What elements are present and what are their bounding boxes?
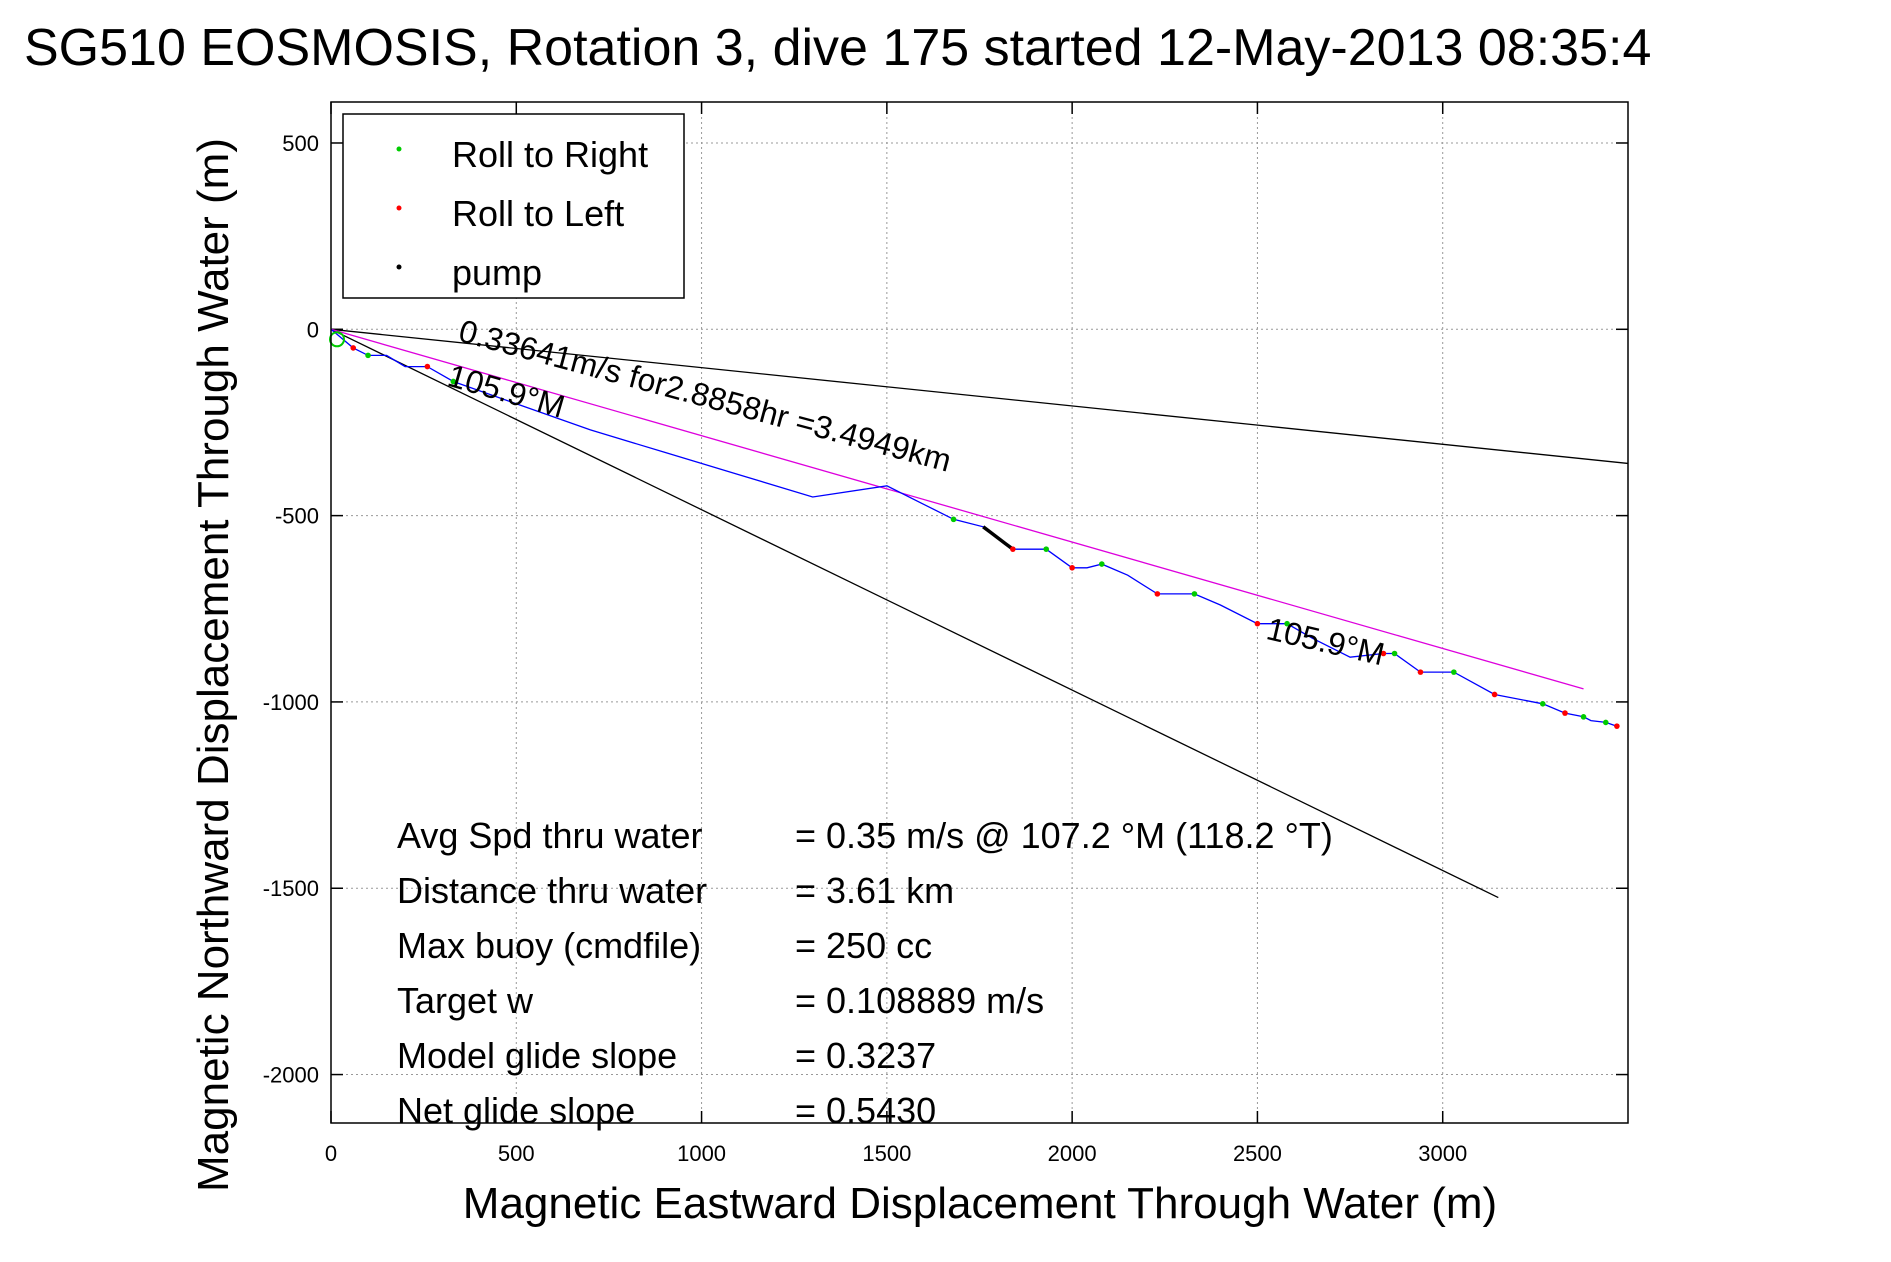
y-tick-label: -500 bbox=[275, 504, 319, 529]
roll-left-point bbox=[1417, 669, 1424, 675]
stats-label: Target w bbox=[397, 980, 534, 1021]
roll-left-point bbox=[1614, 723, 1620, 729]
marker-layer bbox=[350, 345, 1620, 729]
roll-right-point bbox=[1098, 561, 1105, 567]
roll-left-point bbox=[1154, 591, 1161, 597]
roll-left-point bbox=[424, 363, 431, 370]
x-tick-label: 3000 bbox=[1418, 1141, 1467, 1166]
roll-right-point bbox=[1391, 650, 1398, 657]
roll-left-point bbox=[1069, 564, 1075, 571]
stats-label: Max buoy (cmdfile) bbox=[397, 925, 701, 966]
y-tick-label: -1500 bbox=[263, 876, 319, 901]
roll-left-point bbox=[1010, 546, 1016, 552]
stats-label: Net glide slope bbox=[397, 1090, 635, 1131]
stats-value: = 0.108889 m/s bbox=[795, 980, 1044, 1021]
roll-right-point bbox=[950, 516, 957, 523]
chart-title: SG510 EOSMOSIS, Rotation 3, dive 175 sta… bbox=[24, 19, 1651, 77]
legend-marker bbox=[396, 146, 402, 152]
stats-panel: Avg Spd thru water = 0.35 m/s @ 107.2 °M … bbox=[397, 815, 1333, 1131]
roll-right-point bbox=[450, 378, 457, 385]
stats-value: = 0.35 m/s @ 107.2 °M (118.2 °T) bbox=[795, 815, 1333, 856]
x-tick-label: 1500 bbox=[862, 1141, 911, 1166]
legend-marker bbox=[396, 264, 402, 270]
reference-line bbox=[330, 328, 1499, 899]
stats-label: Distance thru water bbox=[397, 870, 707, 911]
legend-marker bbox=[396, 205, 402, 211]
legend-label: pump bbox=[452, 252, 542, 293]
x-tick-label: 0 bbox=[325, 1141, 337, 1166]
reference-line bbox=[330, 328, 1629, 465]
roll-right-point bbox=[1043, 546, 1050, 552]
roll-left-point bbox=[1491, 691, 1498, 698]
y-tick-label: 500 bbox=[282, 131, 319, 156]
roll-right-point bbox=[1602, 719, 1609, 726]
reference-line bbox=[330, 328, 1584, 690]
roll-left-point bbox=[350, 345, 357, 351]
x-tick-label: 2000 bbox=[1048, 1141, 1097, 1166]
stats-value: = 3.61 km bbox=[795, 870, 954, 911]
axis-ticks: 0 500 1000 1500 2000 2500 3000 500 0 -500 -1000 -15… bbox=[263, 102, 1628, 1166]
x-axis-label: Magnetic Eastward Displacement Through W… bbox=[463, 1179, 1497, 1228]
pump-segment bbox=[982, 525, 1014, 551]
x-tick-label: 2500 bbox=[1233, 1141, 1282, 1166]
x-tick-label: 500 bbox=[498, 1141, 535, 1166]
roll-right-point bbox=[1191, 591, 1198, 597]
legend: Roll to Right Roll to Left pump bbox=[342, 113, 685, 299]
y-axis-label: Magnetic Northward Displacement Through … bbox=[189, 138, 238, 1192]
stats-value: = 250 cc bbox=[795, 925, 932, 966]
roll-right-point bbox=[365, 352, 371, 359]
roll-right-point bbox=[1539, 700, 1546, 707]
roll-right-point bbox=[1451, 669, 1457, 675]
legend-label: Roll to Left bbox=[452, 193, 624, 234]
y-tick-label: 0 bbox=[307, 317, 319, 342]
stats-label: Model glide slope bbox=[397, 1035, 677, 1076]
stats-label: Avg Spd thru water bbox=[397, 815, 703, 856]
start-point-marker bbox=[329, 331, 345, 348]
y-tick-label: -2000 bbox=[263, 1063, 319, 1088]
y-tick-label: -1000 bbox=[263, 690, 319, 715]
roll-left-point bbox=[1380, 650, 1387, 657]
x-tick-label: 1000 bbox=[677, 1141, 726, 1166]
roll-right-point bbox=[1580, 714, 1587, 720]
roll-left-point bbox=[1562, 710, 1568, 716]
roll-right-point bbox=[1284, 620, 1290, 627]
reference-lines bbox=[330, 328, 1629, 899]
plot-frame bbox=[330, 101, 1629, 1124]
legend-label: Roll to Right bbox=[452, 134, 648, 175]
stats-value: = 0.3237 bbox=[795, 1035, 936, 1076]
stats-value: = 0.5430 bbox=[795, 1090, 936, 1131]
roll-left-point bbox=[1254, 620, 1261, 627]
